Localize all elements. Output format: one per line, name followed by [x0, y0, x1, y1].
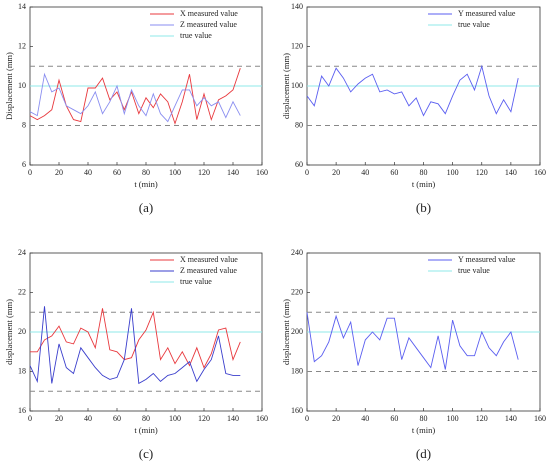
x-tick-label: 160 [256, 168, 268, 177]
x-tick-label: 160 [256, 414, 268, 423]
x-tick-label: 120 [476, 168, 488, 177]
x-tick-label: 0 [28, 168, 32, 177]
legend-label: Y measured value [458, 255, 516, 264]
y-axis-label: Displacement (mm) [4, 52, 14, 120]
x-axis-label: t (min) [134, 179, 158, 189]
y-tick-label: 8 [22, 120, 26, 129]
x-axis-label: t (min) [412, 179, 436, 189]
y-axis-label: displacement (mm) [281, 299, 291, 365]
y-tick-label: 14 [18, 2, 26, 11]
x-tick-label: 40 [361, 168, 369, 177]
x-tick-label: 120 [476, 414, 488, 423]
legend-label: Z measured value [180, 20, 237, 29]
caption: (c) [139, 446, 153, 461]
x-tick-label: 80 [142, 414, 150, 423]
x-tick-label: 0 [305, 168, 309, 177]
y-tick-label: 100 [291, 81, 303, 90]
y-tick-label: 140 [291, 2, 303, 11]
x-tick-label: 100 [447, 168, 459, 177]
x-tick-label: 60 [390, 414, 398, 423]
y-tick-label: 240 [291, 248, 303, 257]
x-tick-label: 80 [420, 414, 428, 423]
x-tick-label: 60 [390, 168, 398, 177]
legend-label: X measured value [180, 255, 238, 264]
x-tick-label: 120 [198, 414, 210, 423]
y-tick-label: 10 [18, 81, 26, 90]
y-tick-label: 220 [291, 287, 303, 296]
x-tick-label: 160 [534, 414, 546, 423]
caption: (b) [416, 200, 431, 215]
legend-label: Y measured value [458, 9, 516, 18]
y-tick-label: 120 [291, 41, 303, 50]
x-tick-label: 40 [84, 414, 92, 423]
series-line [29, 68, 241, 125]
y-tick-label: 24 [18, 248, 26, 257]
x-tick-label: 20 [332, 168, 340, 177]
x-tick-label: 0 [28, 414, 32, 423]
x-tick-label: 80 [420, 168, 428, 177]
legend-label: true value [458, 266, 490, 275]
y-tick-label: 18 [18, 366, 26, 375]
series-line [306, 64, 519, 117]
y-tick-label: 16 [18, 406, 26, 415]
x-tick-label: 0 [305, 414, 309, 423]
caption: (d) [416, 446, 431, 461]
series-line [29, 306, 241, 385]
legend-label: true value [458, 20, 490, 29]
legend-label: true value [180, 277, 212, 286]
y-tick-label: 22 [18, 287, 26, 296]
y-tick-label: 12 [18, 41, 26, 50]
x-tick-label: 20 [55, 168, 63, 177]
x-tick-label: 100 [447, 414, 459, 423]
x-tick-label: 100 [169, 168, 181, 177]
x-tick-label: 100 [169, 414, 181, 423]
x-tick-label: 20 [55, 414, 63, 423]
legend-label: Z measured value [180, 266, 237, 275]
x-tick-label: 40 [361, 414, 369, 423]
y-tick-label: 180 [291, 366, 303, 375]
y-tick-label: 80 [295, 120, 303, 129]
y-tick-label: 20 [18, 327, 26, 336]
y-tick-label: 60 [295, 160, 303, 169]
y-tick-label: 160 [291, 406, 303, 415]
y-tick-label: 6 [22, 160, 26, 169]
x-axis-label: t (min) [134, 425, 158, 435]
legend-label: X measured value [180, 9, 238, 18]
x-tick-label: 140 [227, 414, 239, 423]
x-tick-label: 40 [84, 168, 92, 177]
x-tick-label: 160 [534, 168, 546, 177]
x-tick-label: 140 [505, 414, 517, 423]
legend-label: true value [180, 31, 212, 40]
series-line [30, 308, 241, 369]
y-tick-label: 200 [291, 327, 303, 336]
caption: (a) [139, 200, 153, 215]
series-line [306, 312, 519, 370]
x-tick-label: 140 [505, 168, 517, 177]
x-tick-label: 80 [142, 168, 150, 177]
x-axis-label: t (min) [412, 425, 436, 435]
x-tick-label: 120 [198, 168, 210, 177]
y-axis-label: displacement (mm) [4, 299, 14, 365]
y-axis-label: displacement (mm) [281, 53, 291, 119]
x-tick-label: 140 [227, 168, 239, 177]
series-line [29, 72, 241, 123]
x-tick-label: 20 [332, 414, 340, 423]
x-tick-label: 60 [113, 414, 121, 423]
x-tick-label: 60 [113, 168, 121, 177]
